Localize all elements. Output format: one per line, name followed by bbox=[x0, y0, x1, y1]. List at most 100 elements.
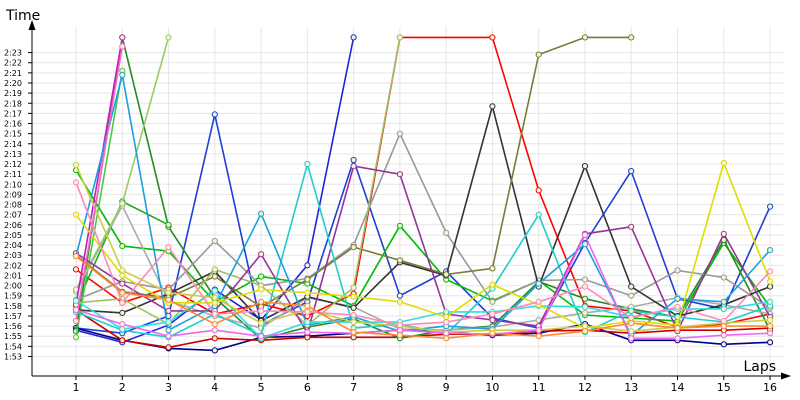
x-axis-arrow bbox=[781, 372, 791, 380]
x-tick-label: 6 bbox=[304, 381, 311, 394]
series-25-point bbox=[628, 335, 635, 342]
series-15-point bbox=[396, 34, 403, 41]
series-18-point bbox=[535, 211, 542, 218]
y-tick-label: 2:17 bbox=[4, 109, 22, 118]
series-1-point bbox=[211, 111, 218, 118]
series-26-point bbox=[165, 296, 172, 303]
series-23-point bbox=[489, 310, 496, 318]
series-22-point bbox=[211, 294, 218, 301]
series-21-point bbox=[396, 298, 403, 305]
series-12-point bbox=[767, 283, 774, 290]
series-26-point bbox=[628, 320, 635, 327]
series-21-point bbox=[304, 289, 311, 296]
series-22-point bbox=[350, 319, 357, 326]
y-tick-label: 2:14 bbox=[4, 140, 22, 149]
y-tick-label: 2:19 bbox=[4, 89, 22, 98]
series-12 bbox=[72, 103, 774, 325]
series-13-point bbox=[489, 265, 496, 272]
series-13-point bbox=[443, 271, 450, 278]
series-21-point bbox=[119, 272, 126, 279]
x-tick-label: 9 bbox=[443, 381, 450, 394]
series-18-point bbox=[304, 160, 311, 168]
series-5-point bbox=[165, 344, 172, 351]
series-23-point bbox=[396, 322, 403, 329]
series-25-point bbox=[720, 332, 727, 339]
series-26-point bbox=[720, 323, 727, 330]
series-9-point bbox=[72, 334, 80, 341]
y-axis-ticks: 1:53 1:541:551:561:571:581:592:00 2:012:02… bbox=[4, 49, 22, 362]
series-23-point bbox=[443, 319, 450, 326]
series-12-point bbox=[350, 304, 357, 311]
series-21-point bbox=[489, 281, 496, 288]
series-19-point bbox=[119, 71, 126, 79]
series-16-line bbox=[75, 165, 771, 336]
series-20-point bbox=[165, 319, 172, 326]
series-22-point bbox=[767, 316, 774, 324]
series-26-point bbox=[396, 332, 403, 339]
y-tick-label: 2:13 bbox=[4, 150, 22, 159]
x-tick-label: 1 bbox=[73, 381, 80, 394]
series-23 bbox=[72, 179, 774, 329]
series-23-point bbox=[72, 179, 80, 186]
y-tick-label: 2:15 bbox=[4, 130, 22, 139]
series-25-point bbox=[258, 333, 265, 340]
series-25-point bbox=[72, 306, 80, 313]
series-19 bbox=[72, 71, 774, 339]
series-22-point bbox=[165, 289, 172, 296]
y-tick-label: 2:02 bbox=[4, 261, 22, 270]
series-14 bbox=[72, 34, 172, 293]
x-axis-title: Laps bbox=[743, 359, 776, 375]
series-23-point bbox=[165, 244, 172, 251]
series-16-point bbox=[396, 171, 403, 178]
series-26-point bbox=[119, 289, 126, 296]
series-8-point bbox=[165, 221, 172, 228]
series-10-point bbox=[581, 276, 589, 283]
series-19-point bbox=[674, 295, 681, 302]
series-23-point bbox=[119, 299, 126, 306]
series-24-point bbox=[119, 43, 126, 50]
series-1-line bbox=[75, 114, 771, 335]
y-tick-label: 2:01 bbox=[4, 271, 22, 280]
y-tick-label: 1:53 bbox=[4, 353, 22, 362]
series-13-point bbox=[628, 34, 635, 41]
series-23-point bbox=[674, 303, 681, 310]
series-16-point bbox=[720, 230, 727, 237]
series-16-point bbox=[628, 223, 635, 230]
series-7-point bbox=[581, 295, 589, 302]
x-tick-label: 2 bbox=[119, 381, 126, 394]
x-tick-label: 5 bbox=[258, 381, 265, 394]
series-lines bbox=[72, 34, 774, 354]
series-2-point bbox=[720, 341, 727, 348]
series-10-point bbox=[628, 292, 635, 299]
series-16-point bbox=[489, 316, 496, 324]
series-25-point bbox=[211, 327, 218, 334]
x-tick-label: 15 bbox=[717, 381, 731, 394]
series-26-point bbox=[443, 335, 450, 342]
series-1-point bbox=[767, 203, 774, 210]
series-25-point bbox=[443, 330, 450, 337]
series-26-point bbox=[211, 321, 218, 328]
x-tick-label: 7 bbox=[350, 381, 357, 394]
y-axis-arrow bbox=[28, 20, 36, 30]
series-26-point bbox=[767, 323, 774, 330]
series-24-line bbox=[75, 46, 124, 322]
series-10-line bbox=[75, 131, 771, 309]
y-tick-label: 2:12 bbox=[4, 160, 22, 169]
series-23-point bbox=[258, 307, 265, 314]
series-12-point bbox=[489, 103, 496, 110]
series-13-point bbox=[350, 244, 357, 251]
series-20-point bbox=[211, 287, 218, 294]
series-26-point bbox=[581, 328, 589, 335]
series-19-point bbox=[258, 210, 265, 217]
series-4-point bbox=[535, 187, 542, 194]
series-21-point bbox=[72, 211, 80, 218]
x-axis-ticks: 1 2 3 4 5 6 7 8 9 10 11 12 13 14 15 16 bbox=[73, 381, 778, 394]
series-22-line bbox=[75, 164, 771, 334]
x-tick-label: 10 bbox=[485, 381, 499, 394]
series-16-point bbox=[119, 280, 126, 287]
series-23-point bbox=[211, 310, 218, 318]
series-19-point bbox=[720, 298, 727, 305]
series-21-point bbox=[767, 278, 774, 285]
series-13-point bbox=[396, 257, 403, 264]
